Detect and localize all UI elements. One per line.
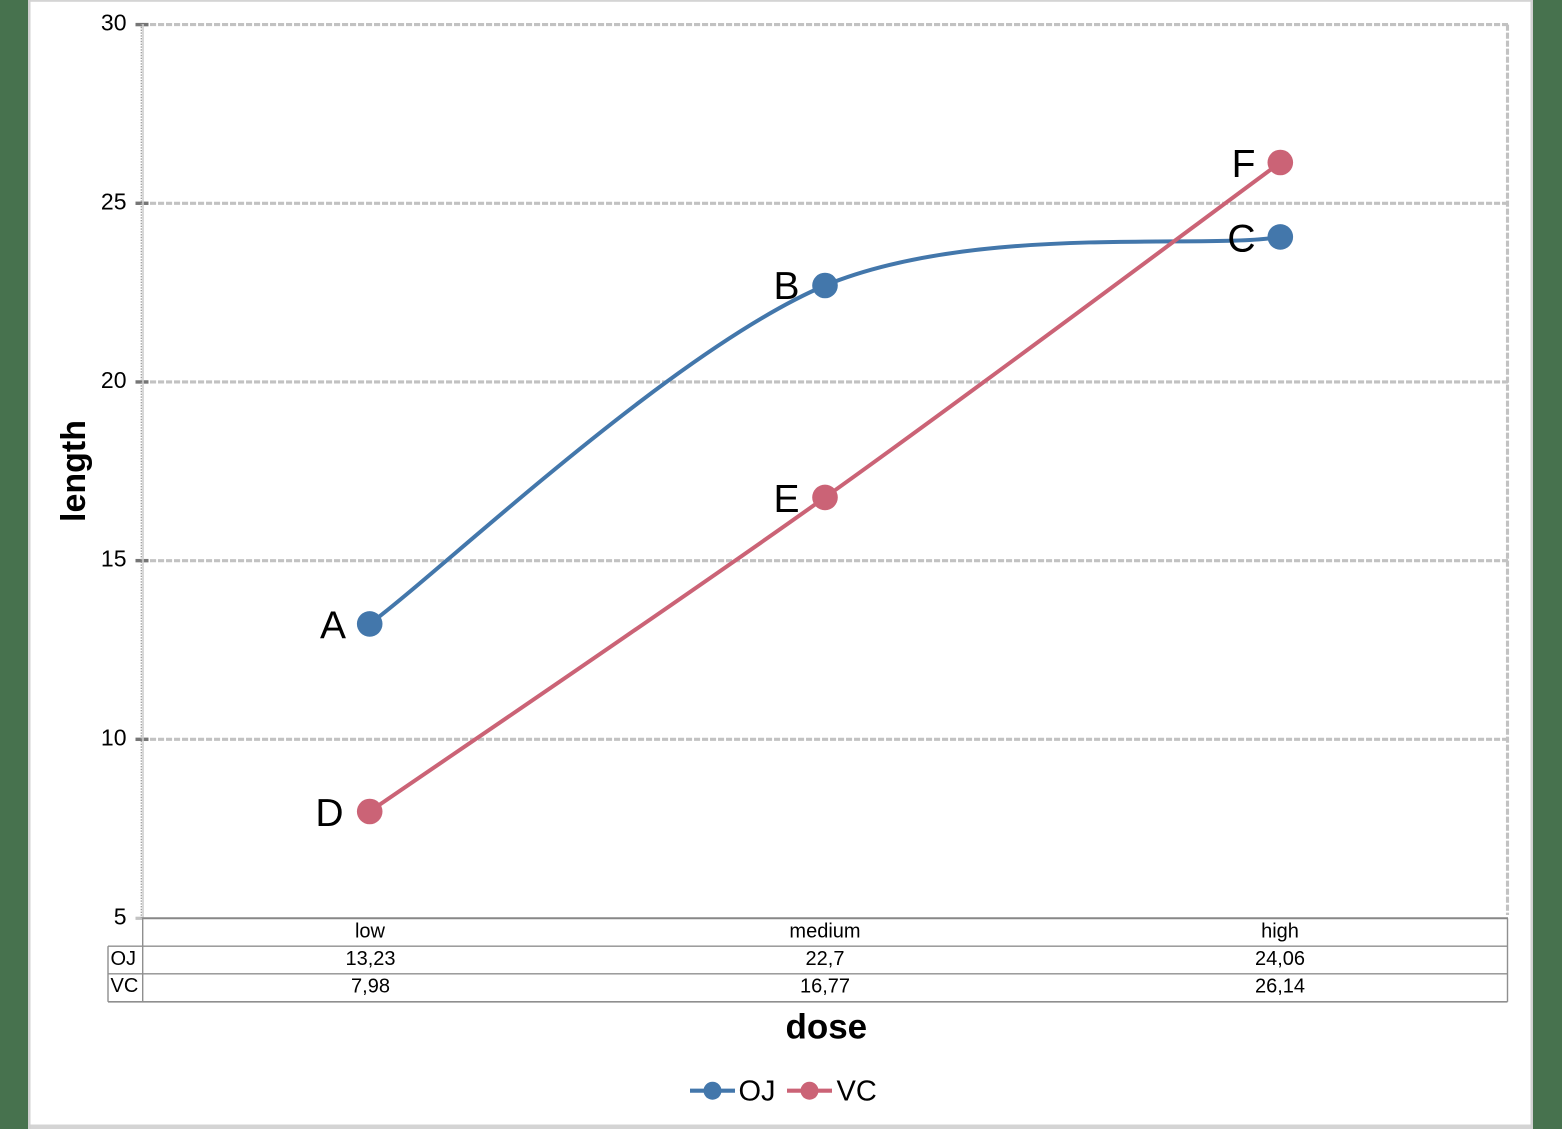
svg-text:10: 10 <box>101 724 127 750</box>
svg-text:F: F <box>1232 143 1256 186</box>
svg-text:13,23: 13,23 <box>345 948 395 970</box>
svg-text:low: low <box>355 921 386 943</box>
svg-text:16,77: 16,77 <box>800 976 850 998</box>
svg-text:D: D <box>315 792 343 835</box>
svg-text:VC: VC <box>111 975 139 997</box>
svg-text:22,7: 22,7 <box>806 948 845 970</box>
svg-text:5: 5 <box>114 904 127 930</box>
svg-text:VC: VC <box>837 1075 877 1107</box>
svg-text:24,06: 24,06 <box>1255 948 1305 970</box>
svg-text:OJ: OJ <box>739 1075 776 1107</box>
svg-text:A: A <box>320 604 346 647</box>
svg-text:C: C <box>1227 217 1255 260</box>
svg-text:25: 25 <box>101 188 127 214</box>
svg-text:length: length <box>55 420 93 522</box>
svg-text:dose: dose <box>785 1008 867 1047</box>
svg-text:30: 30 <box>101 10 127 36</box>
svg-text:B: B <box>773 265 799 308</box>
svg-text:OJ: OJ <box>111 948 137 970</box>
svg-text:15: 15 <box>101 546 127 572</box>
svg-text:7,98: 7,98 <box>351 976 390 998</box>
svg-text:26,14: 26,14 <box>1255 976 1305 998</box>
svg-text:E: E <box>773 478 799 521</box>
svg-text:medium: medium <box>789 921 860 943</box>
svg-text:20: 20 <box>101 367 127 393</box>
svg-text:high: high <box>1261 921 1299 943</box>
